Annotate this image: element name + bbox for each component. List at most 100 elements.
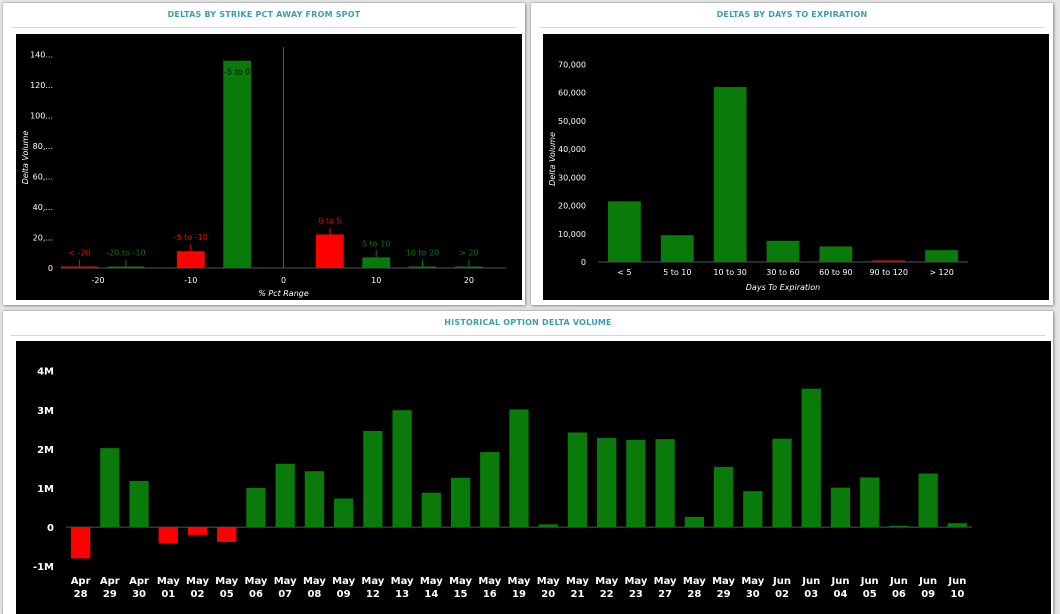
y-tick-label: 20,000 xyxy=(558,202,586,211)
x-tick-day: 13 xyxy=(395,589,409,600)
y-tick-label: 80,... xyxy=(33,142,53,151)
y-tick-label: 0 xyxy=(47,523,54,534)
x-tick-month: May xyxy=(391,576,414,587)
x-tick-month: Apr xyxy=(100,576,120,587)
historical-delta-panel: HISTORICAL OPTION DELTA VOLUME -1M 0 1M 2M 3… xyxy=(3,311,1053,614)
x-tick-month: May xyxy=(537,576,560,587)
strike-pct-panel: DELTAS BY STRIKE PCT AWAY FROM SPOT 0 20,… xyxy=(3,3,525,305)
bar xyxy=(362,257,391,268)
bar xyxy=(509,409,529,528)
x-tick-day: 28 xyxy=(687,589,701,600)
historical-delta-title: HISTORICAL OPTION DELTA VOLUME xyxy=(444,318,612,327)
x-tick-day: 10 xyxy=(950,589,964,600)
x-tick-day: 27 xyxy=(658,589,672,600)
days-to-expiration-title-rule xyxy=(539,27,1045,28)
x-tick-month: May xyxy=(478,576,501,587)
bar xyxy=(872,260,906,262)
x-tick-day: 09 xyxy=(337,589,351,600)
strike-pct-chart: 0 20,... 40,... 60,... 80,... 100... 120... 140… xyxy=(21,47,506,298)
y-tick-label: 120... xyxy=(30,81,53,90)
x-tick-day: 05 xyxy=(220,589,234,600)
y-tick-label: 2M xyxy=(37,445,54,456)
x-tick-month: May xyxy=(508,576,531,587)
y-tick-label: 50,000 xyxy=(558,117,586,126)
bar xyxy=(713,87,747,262)
data-label: 5 to 10 xyxy=(362,239,390,248)
x-axis-title: Days To Expiration xyxy=(746,283,820,292)
bar xyxy=(660,235,694,262)
x-tick-day: 02 xyxy=(775,589,789,600)
days-to-expiration-chart: 0 10,000 20,000 30,000 40,000 50,000 60,000 70,… xyxy=(548,60,968,292)
bar xyxy=(889,525,909,528)
y-tick-label: 100... xyxy=(30,112,53,121)
bar xyxy=(538,524,558,528)
data-label: -5 to 0 xyxy=(224,68,250,77)
bar xyxy=(129,480,149,528)
x-tick-month: May xyxy=(741,576,764,587)
bar xyxy=(655,439,675,528)
x-tick-label: -10 xyxy=(184,276,197,285)
x-tick-month: May xyxy=(215,576,238,587)
x-tick-month: May xyxy=(420,576,443,587)
x-tick-month: May xyxy=(566,576,589,587)
x-tick-label: 60 to 90 xyxy=(819,268,852,277)
bar xyxy=(158,527,178,544)
x-tick-month: May xyxy=(449,576,472,587)
y-axis-title: Delta Volume xyxy=(548,132,557,186)
strike-pct-title: DELTAS BY STRIKE PCT AWAY FROM SPOT xyxy=(167,10,361,19)
x-tick-label: < 5 xyxy=(617,268,631,277)
y-tick-label: 20,... xyxy=(33,234,53,243)
bar xyxy=(450,477,471,528)
bar xyxy=(830,487,851,528)
days-to-expiration-panel: DELTAS BY DAYS TO EXPIRATION 0 10,000 20,0… xyxy=(531,3,1053,305)
x-tick-day: 01 xyxy=(161,589,175,600)
data-label: -5 to -10 xyxy=(174,233,208,242)
x-tick-month: May xyxy=(654,576,677,587)
x-tick-month: Jun xyxy=(772,576,791,587)
x-tick-month: May xyxy=(712,576,735,587)
x-tick-day: 02 xyxy=(191,589,205,600)
bar xyxy=(801,388,821,528)
x-tick-day: 22 xyxy=(600,589,614,600)
bar xyxy=(223,60,252,268)
x-tick-day: 14 xyxy=(424,589,438,600)
historical-delta-chart: -1M 0 1M 2M 3M 4M Apr 28 Apr 29 Apr 30 May 01 May 02 May… xyxy=(33,367,972,600)
y-tick-label: 3M xyxy=(37,406,54,417)
x-tick-day: 16 xyxy=(483,589,497,600)
y-tick-label: 10,000 xyxy=(558,230,586,239)
x-tick-month: May xyxy=(157,576,180,587)
x-tick-label: -20 xyxy=(92,276,105,285)
x-tick-month: May xyxy=(245,576,268,587)
y-tick-label: 40,... xyxy=(33,203,53,212)
x-tick-month: Apr xyxy=(129,576,149,587)
x-tick-day: 07 xyxy=(278,589,292,600)
bar xyxy=(766,240,800,262)
x-tick-day: 12 xyxy=(366,589,380,600)
bar xyxy=(304,471,325,528)
bar xyxy=(187,527,208,535)
x-tick-day: 06 xyxy=(249,589,263,600)
data-label: < -20 xyxy=(68,249,90,258)
bar xyxy=(176,251,205,268)
data-label: 0 to 5 xyxy=(318,216,341,225)
x-tick-day: 15 xyxy=(454,589,468,600)
y-tick-label: 60,... xyxy=(33,173,53,182)
y-tick-label: 60,000 xyxy=(558,89,586,98)
x-tick-day: 09 xyxy=(921,589,935,600)
x-tick-month: Jun xyxy=(889,576,908,587)
x-tick-label: 20 xyxy=(464,276,474,285)
data-label: 10 to 20 xyxy=(406,249,439,258)
bar xyxy=(363,430,383,528)
strike-pct-plot-area: 0 20,... 40,... 60,... 80,... 100... 120... 140… xyxy=(16,34,522,300)
y-tick-label: 1M xyxy=(37,484,54,495)
x-tick-day: 29 xyxy=(103,589,117,600)
strike-pct-title-rule xyxy=(11,27,517,28)
days-to-expiration-plot-area: 0 10,000 20,000 30,000 40,000 50,000 60,000 70,… xyxy=(543,34,1049,300)
x-tick-day: 28 xyxy=(74,589,88,600)
x-tick-day: 23 xyxy=(629,589,643,600)
bar xyxy=(918,473,938,528)
bar xyxy=(61,266,99,268)
y-tick-label: 40,000 xyxy=(558,145,586,154)
x-tick-day: 21 xyxy=(570,589,584,600)
bar xyxy=(107,266,145,268)
